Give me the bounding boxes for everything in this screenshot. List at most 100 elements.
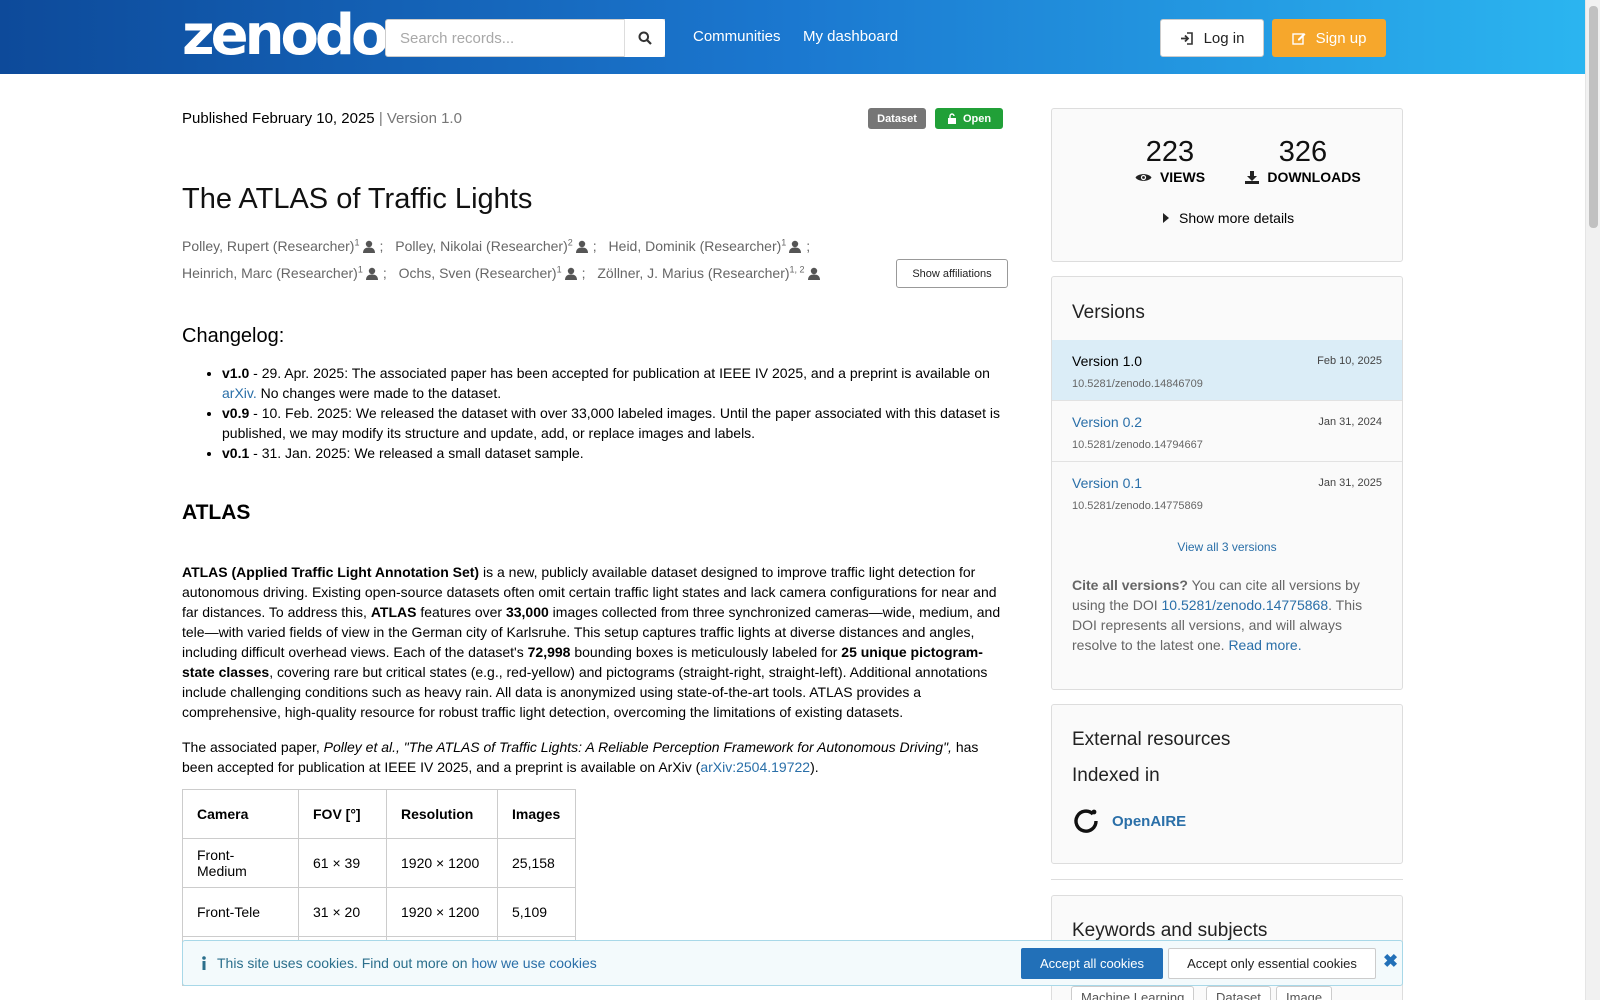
scrollbar[interactable]	[1585, 0, 1600, 1000]
keyword-tag[interactable]: Image	[1276, 986, 1333, 1000]
paper-paragraph: The associated paper, Polley et al., "Th…	[182, 739, 979, 775]
read-more-link[interactable]: Read more.	[1228, 637, 1302, 653]
table-cell: 1920 × 1200	[386, 887, 498, 937]
signup-label: Sign up	[1315, 29, 1367, 47]
downloads-label: DOWNLOADS	[1267, 169, 1361, 185]
download-icon	[1245, 170, 1260, 184]
keyword-tag[interactable]: Machine Learning	[1071, 986, 1195, 1000]
arxiv-paper-link[interactable]: arXiv:2504.19722	[700, 759, 811, 775]
table-row: Front-Medium 61 × 39 1920 × 1200 25,158	[182, 838, 576, 888]
version-date: Feb 10, 2025	[1317, 355, 1382, 367]
version-item[interactable]: Version 1.0 Feb 10, 2025 10.5281/zenodo.…	[1052, 340, 1402, 401]
info-icon	[202, 956, 206, 970]
show-more-details[interactable]: Show more details	[1163, 210, 1294, 226]
openaire-link[interactable]: OpenAIRE	[1072, 807, 1186, 835]
table-cell: 5,109	[497, 887, 576, 937]
search-input[interactable]	[386, 20, 664, 56]
publication-date: Published February 10, 2025 | Version 1.…	[182, 110, 462, 127]
arxiv-link[interactable]: arXiv.	[222, 385, 257, 401]
version-date: Jan 31, 2024	[1318, 416, 1382, 428]
version-item[interactable]: Version 0.1 Jan 31, 2025 10.5281/zenodo.…	[1052, 462, 1402, 523]
table-header-row: Camera FOV [°] Resolution Images	[182, 789, 576, 839]
unlock-icon	[947, 113, 956, 124]
cookie-policy-link[interactable]: how we use cookies	[471, 955, 597, 971]
creator[interactable]: Heid, Dominik (Researcher)1	[609, 237, 803, 254]
downloads-stat: 326 DOWNLOADS	[1236, 136, 1370, 185]
version-doi: 10.5281/zenodo.14775869	[1072, 500, 1203, 512]
creator[interactable]: Ochs, Sven (Researcher)1	[399, 264, 578, 281]
keywords-heading: Keywords and subjects	[1072, 920, 1268, 941]
close-icon[interactable]: ✖	[1383, 951, 1399, 971]
login-label: Log in	[1203, 29, 1245, 47]
changelog-heading: Changelog:	[182, 325, 285, 347]
view-all-versions-link[interactable]: View all 3 versions	[1177, 540, 1277, 554]
edit-icon	[1291, 33, 1306, 45]
creator[interactable]: Polley, Rupert (Researcher)1	[182, 237, 376, 254]
person-icon	[564, 267, 577, 280]
version-doi: 10.5281/zenodo.14794667	[1072, 439, 1203, 451]
section-heading: ATLAS	[182, 501, 251, 524]
access-label: Open	[962, 112, 992, 125]
table-cell: 31 × 20	[298, 887, 387, 937]
table-cell: 25,158	[497, 838, 576, 888]
concept-doi-link[interactable]: 10.5281/zenodo.14775868	[1161, 597, 1329, 613]
sign-in-icon	[1180, 31, 1193, 45]
external-resources-panel	[1051, 704, 1403, 864]
table-cell: 61 × 39	[298, 838, 387, 888]
search-box[interactable]	[385, 19, 665, 57]
scrollbar-thumb[interactable]	[1589, 6, 1598, 228]
login-button[interactable]: Log in	[1160, 19, 1264, 57]
nav-my-dashboard[interactable]: My dashboard	[803, 28, 899, 45]
table-row: Front-Tele 31 × 20 1920 × 1200 5,109	[182, 887, 576, 937]
versions-heading: Versions	[1072, 302, 1145, 323]
record-title: The ATLAS of Traffic Lights	[182, 183, 533, 215]
list-item: v0.9 - 10. Feb. 2025: We released the da…	[222, 403, 1006, 443]
resource-type-badge: Dataset	[868, 108, 926, 129]
openaire-icon	[1074, 809, 1098, 833]
views-count: 223	[1145, 136, 1195, 168]
access-badge: Open	[935, 108, 1003, 129]
nav-communities[interactable]: Communities	[693, 28, 781, 45]
person-icon	[362, 240, 375, 253]
table-header: Resolution	[386, 789, 498, 839]
creators-line-1: Polley, Rupert (Researcher)1; Polley, Ni…	[182, 237, 811, 254]
external-resources-heading: External resources	[1072, 729, 1231, 750]
description-paragraph: ATLAS (Applied Traffic Light Annotation …	[182, 564, 1001, 720]
person-icon	[575, 240, 588, 253]
creator[interactable]: Polley, Nikolai (Researcher)2	[395, 237, 588, 254]
person-icon	[807, 267, 820, 280]
zenodo-logo[interactable]: zenodo	[182, 3, 389, 68]
creator[interactable]: Zöllner, J. Marius (Researcher)1, 2	[597, 264, 820, 281]
version-name[interactable]: Version 0.2	[1072, 414, 1143, 430]
creator[interactable]: Heinrich, Marc (Researcher)1	[182, 264, 379, 281]
cookie-text: This site uses cookies. Find out more on…	[217, 955, 597, 971]
top-header: zenodo Communities My dashboard Log in S…	[0, 0, 1585, 74]
list-item: v1.0 - 29. Apr. 2025: The associated pap…	[222, 363, 1006, 403]
table-header: Images	[497, 789, 576, 839]
views-label: VIEWS	[1159, 169, 1206, 185]
table-header: Camera	[182, 789, 299, 839]
signup-button[interactable]: Sign up	[1272, 19, 1386, 57]
stats-panel	[1051, 108, 1403, 262]
indexed-in-heading: Indexed in	[1072, 765, 1160, 786]
published-label: Published February 10, 2025	[182, 110, 375, 127]
accept-essential-cookies-button[interactable]: Accept only essential cookies	[1168, 948, 1376, 979]
search-button[interactable]	[624, 19, 665, 57]
version-name: Version 1.0	[1072, 353, 1143, 369]
keyword-tag[interactable]: Dataset	[1206, 986, 1271, 1000]
cookie-banner: This site uses cookies. Find out more on…	[182, 940, 1403, 986]
list-item: v0.1 - 31. Jan. 2025: We released a smal…	[222, 443, 1006, 463]
downloads-count: 326	[1278, 136, 1328, 168]
version-name[interactable]: Version 0.1	[1072, 475, 1143, 491]
changelog-list: v1.0 - 29. Apr. 2025: The associated pap…	[222, 363, 1006, 463]
caret-right-icon	[1163, 213, 1169, 223]
version-doi: 10.5281/zenodo.14846709	[1072, 378, 1203, 390]
show-affiliations-button[interactable]: Show affiliations	[896, 259, 1008, 288]
table-cell: 1920 × 1200	[386, 838, 498, 888]
eye-icon	[1135, 173, 1152, 181]
creators-line-2: Heinrich, Marc (Researcher)1; Ochs, Sven…	[182, 256, 842, 287]
cite-all-versions: Cite all versions? You can cite all vers…	[1072, 577, 1363, 653]
person-icon	[789, 240, 802, 253]
accept-all-cookies-button[interactable]: Accept all cookies	[1021, 948, 1163, 979]
version-item[interactable]: Version 0.2 Jan 31, 2024 10.5281/zenodo.…	[1052, 401, 1402, 462]
